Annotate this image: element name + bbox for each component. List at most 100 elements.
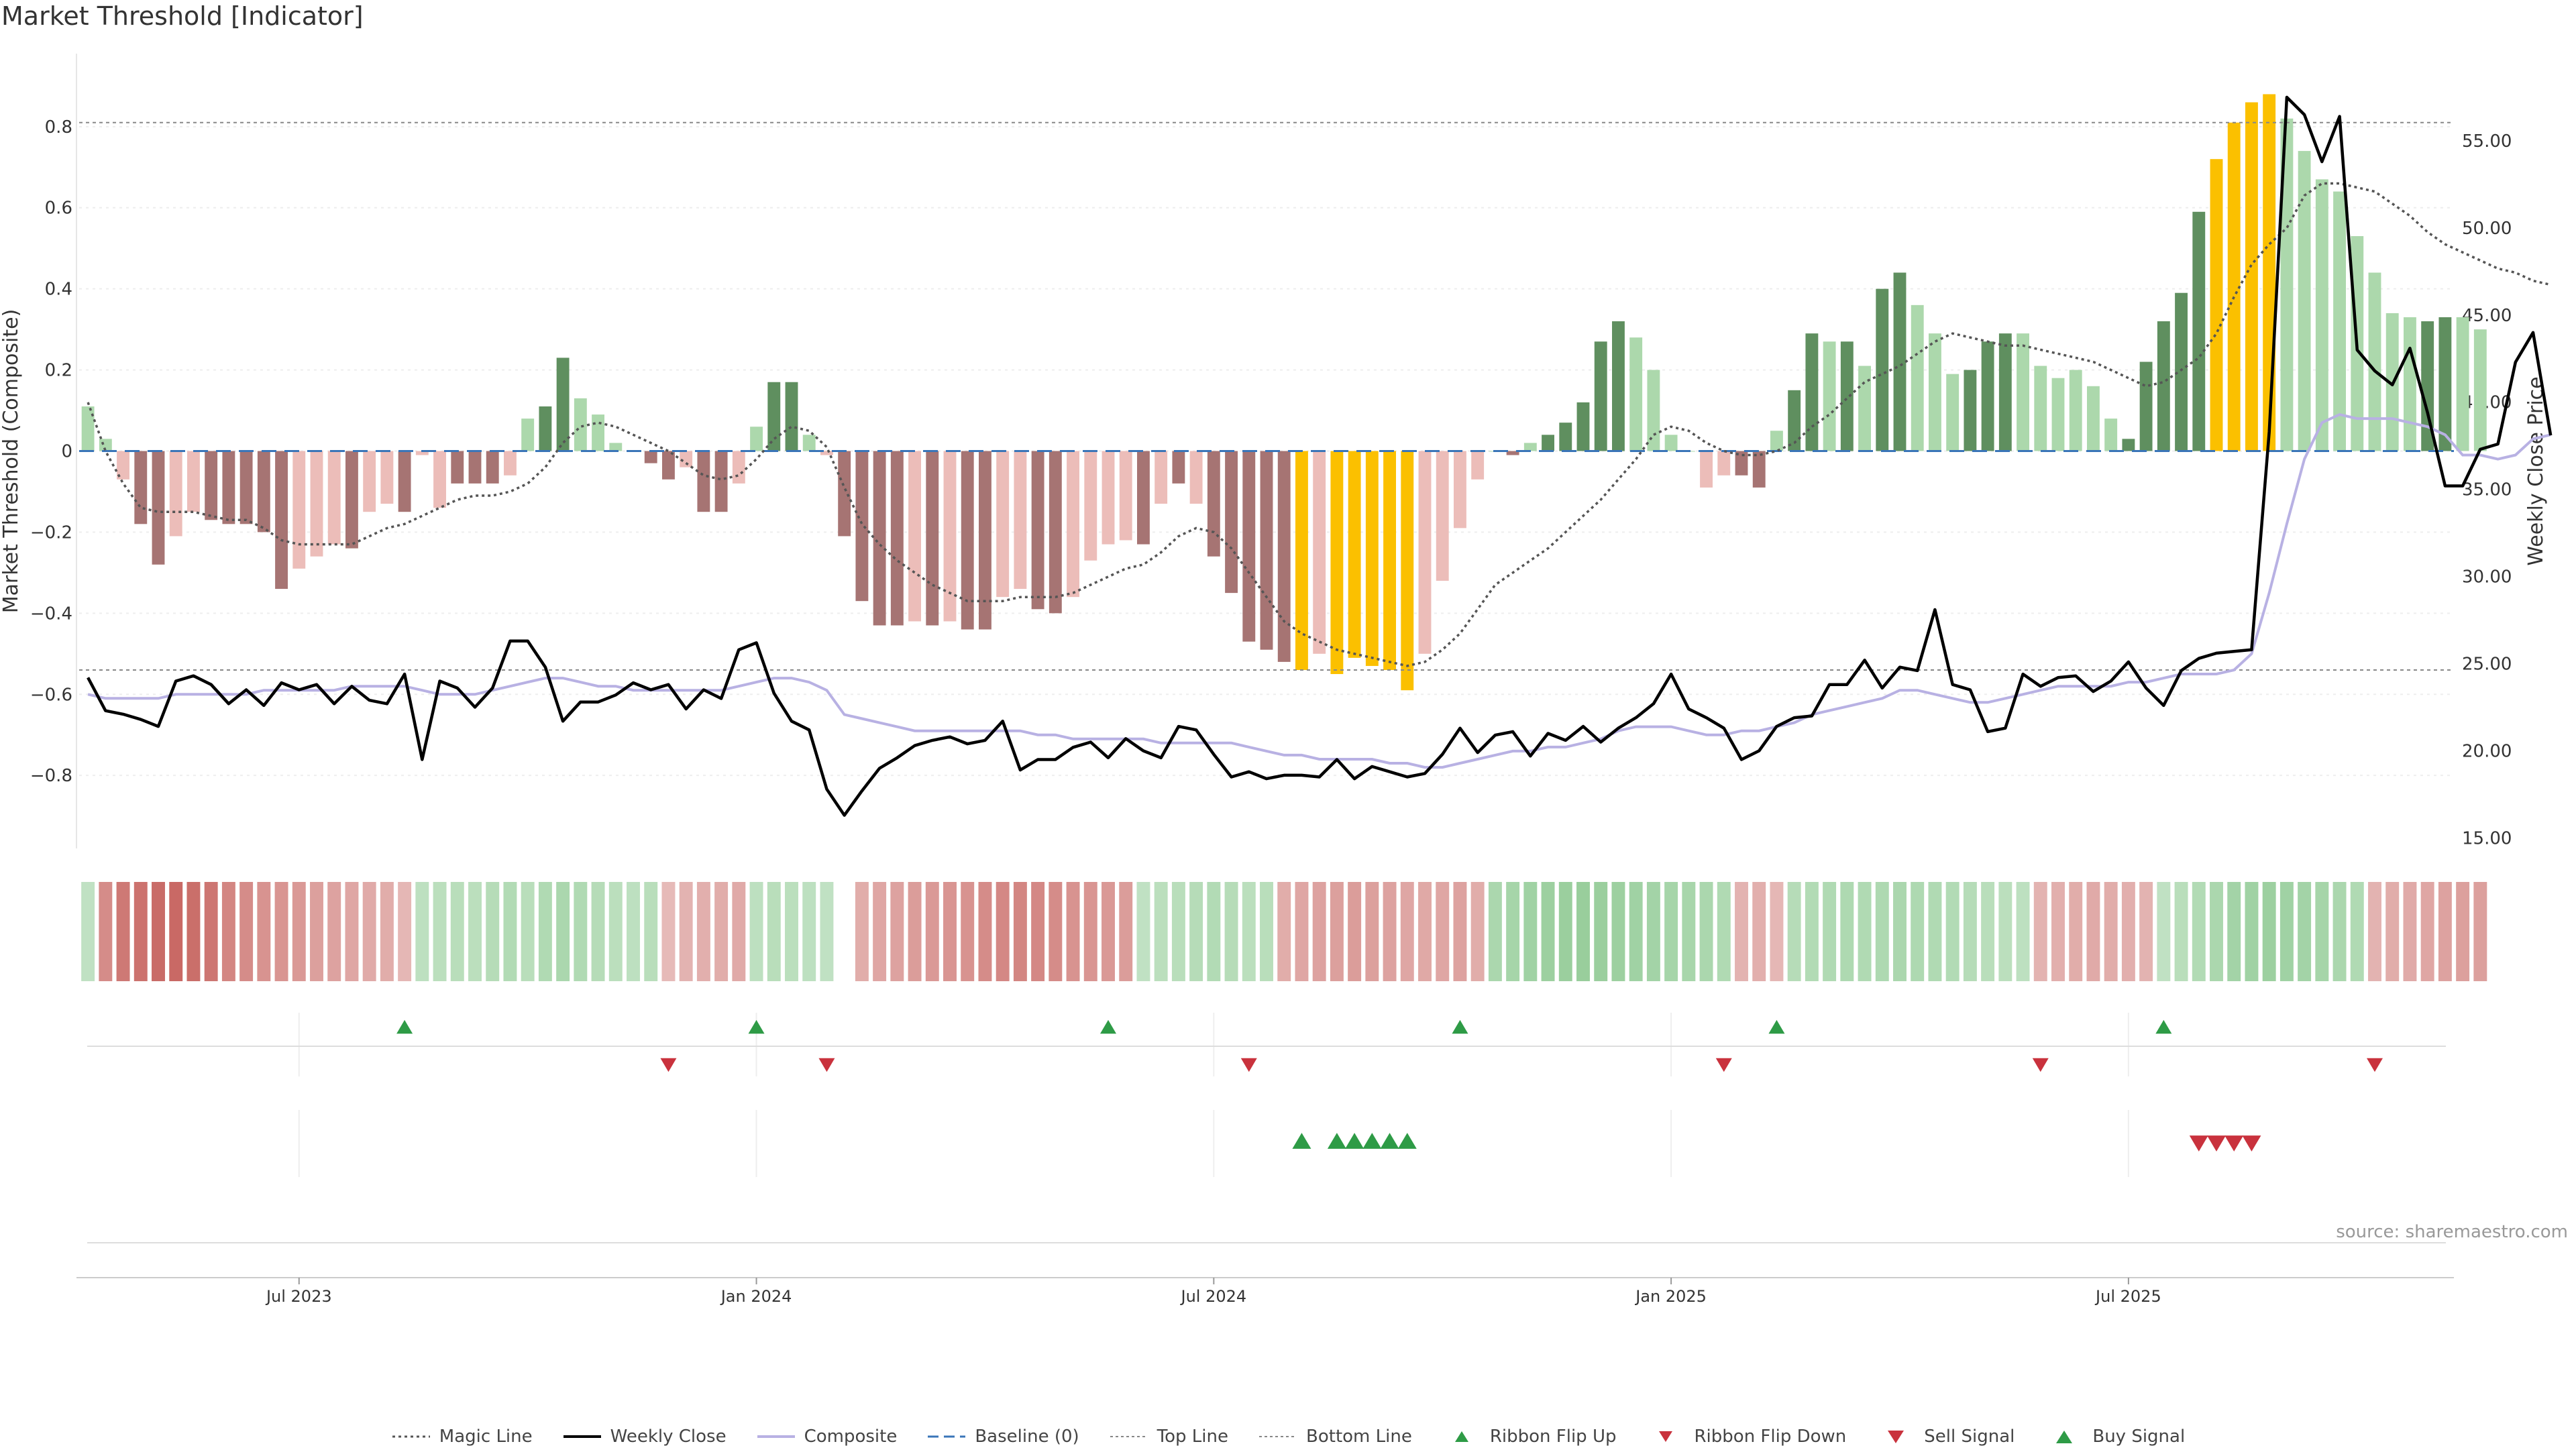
ribbon-cell	[2086, 882, 2100, 981]
composite-bar	[1647, 370, 1660, 451]
composite-bar	[1155, 451, 1168, 504]
composite-bar	[2245, 102, 2258, 451]
legend-item-bottom: Bottom Line	[1258, 1427, 1412, 1447]
ribbon-cell	[1418, 882, 1432, 981]
ribbon-cell	[81, 882, 95, 981]
ribbon-cell	[2279, 882, 2294, 981]
legend-item-baseline: Baseline (0)	[926, 1427, 1079, 1447]
ribbon-cell	[1541, 882, 1555, 981]
ribbon-cell	[873, 882, 887, 981]
composite-bar	[134, 451, 148, 524]
ribbon-cell	[1119, 882, 1133, 981]
composite-bar	[680, 451, 693, 467]
legend-swatch-top	[1110, 1436, 1148, 1437]
composite-bar	[2404, 317, 2416, 451]
composite-bar	[1629, 337, 1643, 451]
composite-bar	[1471, 451, 1485, 480]
legend-label: Magic Line	[439, 1427, 533, 1447]
composite-bar	[1805, 333, 1819, 451]
ribbon-cell	[1330, 882, 1344, 981]
legend-item-flipup: Ribbon Flip Up	[1442, 1427, 1616, 1447]
ribbon-cell	[1558, 882, 1572, 981]
ribbon-cell	[820, 882, 834, 981]
composite-bar	[1225, 451, 1238, 594]
composite-bar	[2069, 370, 2082, 451]
composite-bar	[2456, 317, 2469, 451]
ribbon-cell	[538, 882, 552, 981]
ribbon-cell	[1717, 882, 1731, 981]
composite-bar	[1277, 451, 1291, 662]
composite-bar	[890, 451, 904, 626]
composite-bar	[644, 451, 657, 463]
ribbon-cell	[1664, 882, 1678, 981]
composite-bar	[257, 451, 270, 533]
composite-bar	[855, 451, 869, 602]
composite-bar	[697, 451, 710, 512]
composite-bar	[292, 451, 306, 569]
legend-label: Bottom Line	[1306, 1427, 1412, 1447]
ribbon-cell	[2192, 882, 2206, 981]
ribbon-cell	[327, 882, 341, 981]
ribbon-flip-up-marker	[396, 1019, 413, 1034]
composite-bar	[592, 414, 604, 451]
composite-bar	[486, 451, 499, 484]
ribbon-cell	[1611, 882, 1625, 981]
legend-swatch-sell	[1888, 1431, 1904, 1443]
composite-bar	[2157, 321, 2170, 451]
ribbon-cell	[2051, 882, 2065, 981]
ribbon-cell	[2315, 882, 2329, 981]
composite-bar	[1876, 288, 1889, 451]
composite-bar	[117, 451, 129, 480]
ribbon-cell	[2210, 882, 2223, 981]
composite-bar	[1454, 451, 1466, 528]
ribbon-cell	[1295, 882, 1309, 981]
legend-swatch-flipdown	[1659, 1431, 1673, 1442]
ribbon-cell	[99, 882, 113, 981]
ribbon-cell	[2350, 882, 2364, 981]
ribbon-cell	[785, 882, 798, 981]
ribbon-cell	[1224, 882, 1238, 981]
legend-label: Baseline (0)	[975, 1427, 1079, 1447]
left-axis-label: Market Threshold (Composite)	[0, 309, 23, 614]
ribbon-cell	[1858, 882, 1872, 981]
right-tick-label-3: 40.00	[2462, 393, 2512, 413]
ribbon-cell	[1154, 882, 1168, 981]
buy-signal-marker	[1397, 1133, 1417, 1149]
composite-bar	[1858, 366, 1871, 451]
ribbon-cell	[925, 882, 939, 981]
ribbon-cell	[1646, 882, 1660, 981]
sell-signal-marker	[2189, 1135, 2208, 1152]
composite-bar	[1049, 451, 1062, 614]
composite-bar	[1594, 341, 1607, 451]
left-tick-label-6: −0.4	[30, 604, 72, 624]
composite-bar	[222, 451, 235, 524]
composite-bar	[1506, 451, 1519, 455]
composite-bar	[1840, 341, 1854, 451]
x-tick-label-0: Jul 2023	[265, 1287, 332, 1306]
x-tick-label-3: Jan 2025	[1634, 1287, 1707, 1306]
ribbon-cell	[1031, 882, 1045, 981]
left-tick-label-8: −0.8	[30, 766, 72, 786]
ribbon-cell	[415, 882, 429, 981]
composite-bar	[81, 406, 95, 451]
ribbon-flip-up-marker	[748, 1019, 765, 1034]
composite-bar	[239, 451, 253, 524]
ribbon-cell	[186, 882, 201, 981]
ribbon-cell	[749, 882, 763, 981]
legend-swatch-weekly	[563, 1435, 601, 1438]
composite-line	[87, 412, 2551, 769]
legend-item-composite: Composite	[756, 1427, 897, 1447]
composite-bar	[2017, 333, 2029, 451]
composite-bar	[1031, 451, 1044, 610]
buy-signal-marker	[1292, 1133, 1311, 1149]
ribbon-cell	[1189, 882, 1203, 981]
sell-signal-marker	[2207, 1135, 2226, 1152]
ribbon-cell	[1260, 882, 1273, 981]
composite-bar	[785, 382, 798, 451]
ribbon-flip-down-marker	[660, 1058, 677, 1072]
right-tick-label-6: 25.00	[2462, 655, 2512, 675]
ribbon-cell	[1365, 882, 1379, 981]
composite-bar	[1664, 435, 1678, 451]
composite-bar	[802, 435, 816, 451]
